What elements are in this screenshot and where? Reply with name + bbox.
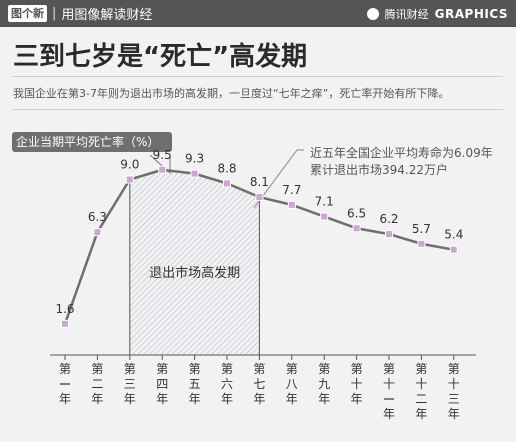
data-label: 9.5 xyxy=(153,148,172,162)
data-label: 9.0 xyxy=(120,158,139,172)
data-label: 6.2 xyxy=(379,212,398,226)
data-point xyxy=(223,179,231,188)
data-label: 6.5 xyxy=(347,206,366,220)
tick-label-char: 第 xyxy=(124,362,136,376)
brand-right: 腾讯财经 GRAPHICS xyxy=(366,4,508,23)
section-name: 用图像解读财经 xyxy=(61,8,153,23)
data-point xyxy=(449,245,458,254)
tick-label-char: 第 xyxy=(253,362,265,376)
data-label: 9.3 xyxy=(185,152,204,166)
data-label: 8.8 xyxy=(217,161,236,175)
tick-label-char: 第 xyxy=(91,362,103,376)
tick-label-char: 年 xyxy=(415,407,427,421)
chart-title: 企业当期平均死亡率（%） xyxy=(12,132,172,152)
highlight-area xyxy=(129,169,260,355)
data-point xyxy=(190,169,199,178)
annotation-leader xyxy=(253,149,304,209)
tick-label-char: 十 xyxy=(383,377,395,391)
tick-label-char: 十 xyxy=(351,377,363,391)
tick-label-char: 第 xyxy=(221,362,233,376)
tick-label-char: 第 xyxy=(383,362,395,376)
annotation: 近五年全国企业平均寿命为6.09年 累计退出市场394.22万户 xyxy=(310,145,493,179)
data-label: 6.3 xyxy=(88,210,107,224)
tick-label-char: 年 xyxy=(351,392,363,406)
data-label: 7.7 xyxy=(282,183,301,197)
tick-label-char: 年 xyxy=(189,392,201,406)
data-point xyxy=(93,228,102,237)
partner-name: 腾讯财经 xyxy=(384,7,429,21)
title-divider xyxy=(13,76,503,77)
tick-label-char: 年 xyxy=(59,392,71,406)
brand-left: 图个新 | 用图像解读财经 xyxy=(8,4,152,23)
tick-label-char: 第 xyxy=(415,362,427,376)
tick-label-char: 九 xyxy=(318,377,330,391)
tick-label-char: 年 xyxy=(124,392,136,406)
subtitle-divider xyxy=(13,109,503,110)
tick-label-char: 五 xyxy=(189,377,201,391)
data-label: 8.1 xyxy=(250,175,269,189)
tick-label-char: 年 xyxy=(156,392,168,406)
tick-label-char: 第 xyxy=(448,362,460,376)
data-label: 1.6 xyxy=(55,302,74,316)
tick-label-char: 三 xyxy=(448,392,460,406)
data-label: 7.1 xyxy=(315,195,334,209)
data-label: 5.4 xyxy=(444,228,463,242)
tick-label-char: 第 xyxy=(189,362,201,376)
data-point xyxy=(320,212,329,221)
tick-label-char: 七 xyxy=(253,377,265,391)
tick-label-char: 年 xyxy=(383,407,395,421)
page-subtitle: 我国企业在第3-7年则为退出市场的高发期，一旦度过“七年之痒”，死亡率开始有所下… xyxy=(13,87,450,100)
tick-label-char: 年 xyxy=(448,407,460,421)
annotation-line-2: 累计退出市场394.22万户 xyxy=(310,163,448,177)
graphics-label: GRAPHICS xyxy=(434,6,508,21)
tick-label-char: 六 xyxy=(221,377,233,391)
tick-label-char: 第 xyxy=(286,362,298,376)
tick-label-char: 第 xyxy=(59,362,71,376)
tick-label-char: 年 xyxy=(253,392,265,406)
tick-label-char: 第 xyxy=(156,362,168,376)
tick-label-char: 三 xyxy=(124,377,136,391)
data-label: 5.7 xyxy=(412,222,431,236)
tick-label-char: 年 xyxy=(91,392,103,406)
tick-label-char: 十 xyxy=(448,377,460,391)
tick-label-char: 第 xyxy=(318,362,330,376)
page-title: 三到七岁是“死亡”高发期 xyxy=(13,42,308,72)
tick-label-char: 年 xyxy=(286,392,298,406)
highlight-label: 退出市场高发期 xyxy=(149,265,240,281)
tick-label-char: 年 xyxy=(318,392,330,406)
brand-separator: | xyxy=(52,6,57,21)
data-point xyxy=(125,175,134,184)
top-bar: 图个新 | 用图像解读财经 腾讯财经 GRAPHICS xyxy=(0,0,516,27)
tick-label-char: 二 xyxy=(415,392,427,406)
tencent-logo-icon xyxy=(366,7,379,20)
data-point xyxy=(287,200,296,209)
brand-logo: 图个新 xyxy=(8,5,47,22)
data-point xyxy=(61,319,69,328)
data-point xyxy=(385,230,393,239)
tick-label-char: 第 xyxy=(351,362,363,376)
tick-label-char: 年 xyxy=(221,392,233,406)
tick-label-char: 四 xyxy=(156,377,168,391)
tick-label-char: 十 xyxy=(415,377,427,391)
annotation-line-1: 近五年全国企业平均寿命为6.09年 xyxy=(310,146,493,160)
data-point xyxy=(255,193,264,202)
data-point xyxy=(352,224,361,233)
data-point xyxy=(158,165,167,174)
tick-label-char: 二 xyxy=(91,377,103,391)
data-point xyxy=(417,239,426,248)
tick-label-char: 八 xyxy=(286,377,298,391)
